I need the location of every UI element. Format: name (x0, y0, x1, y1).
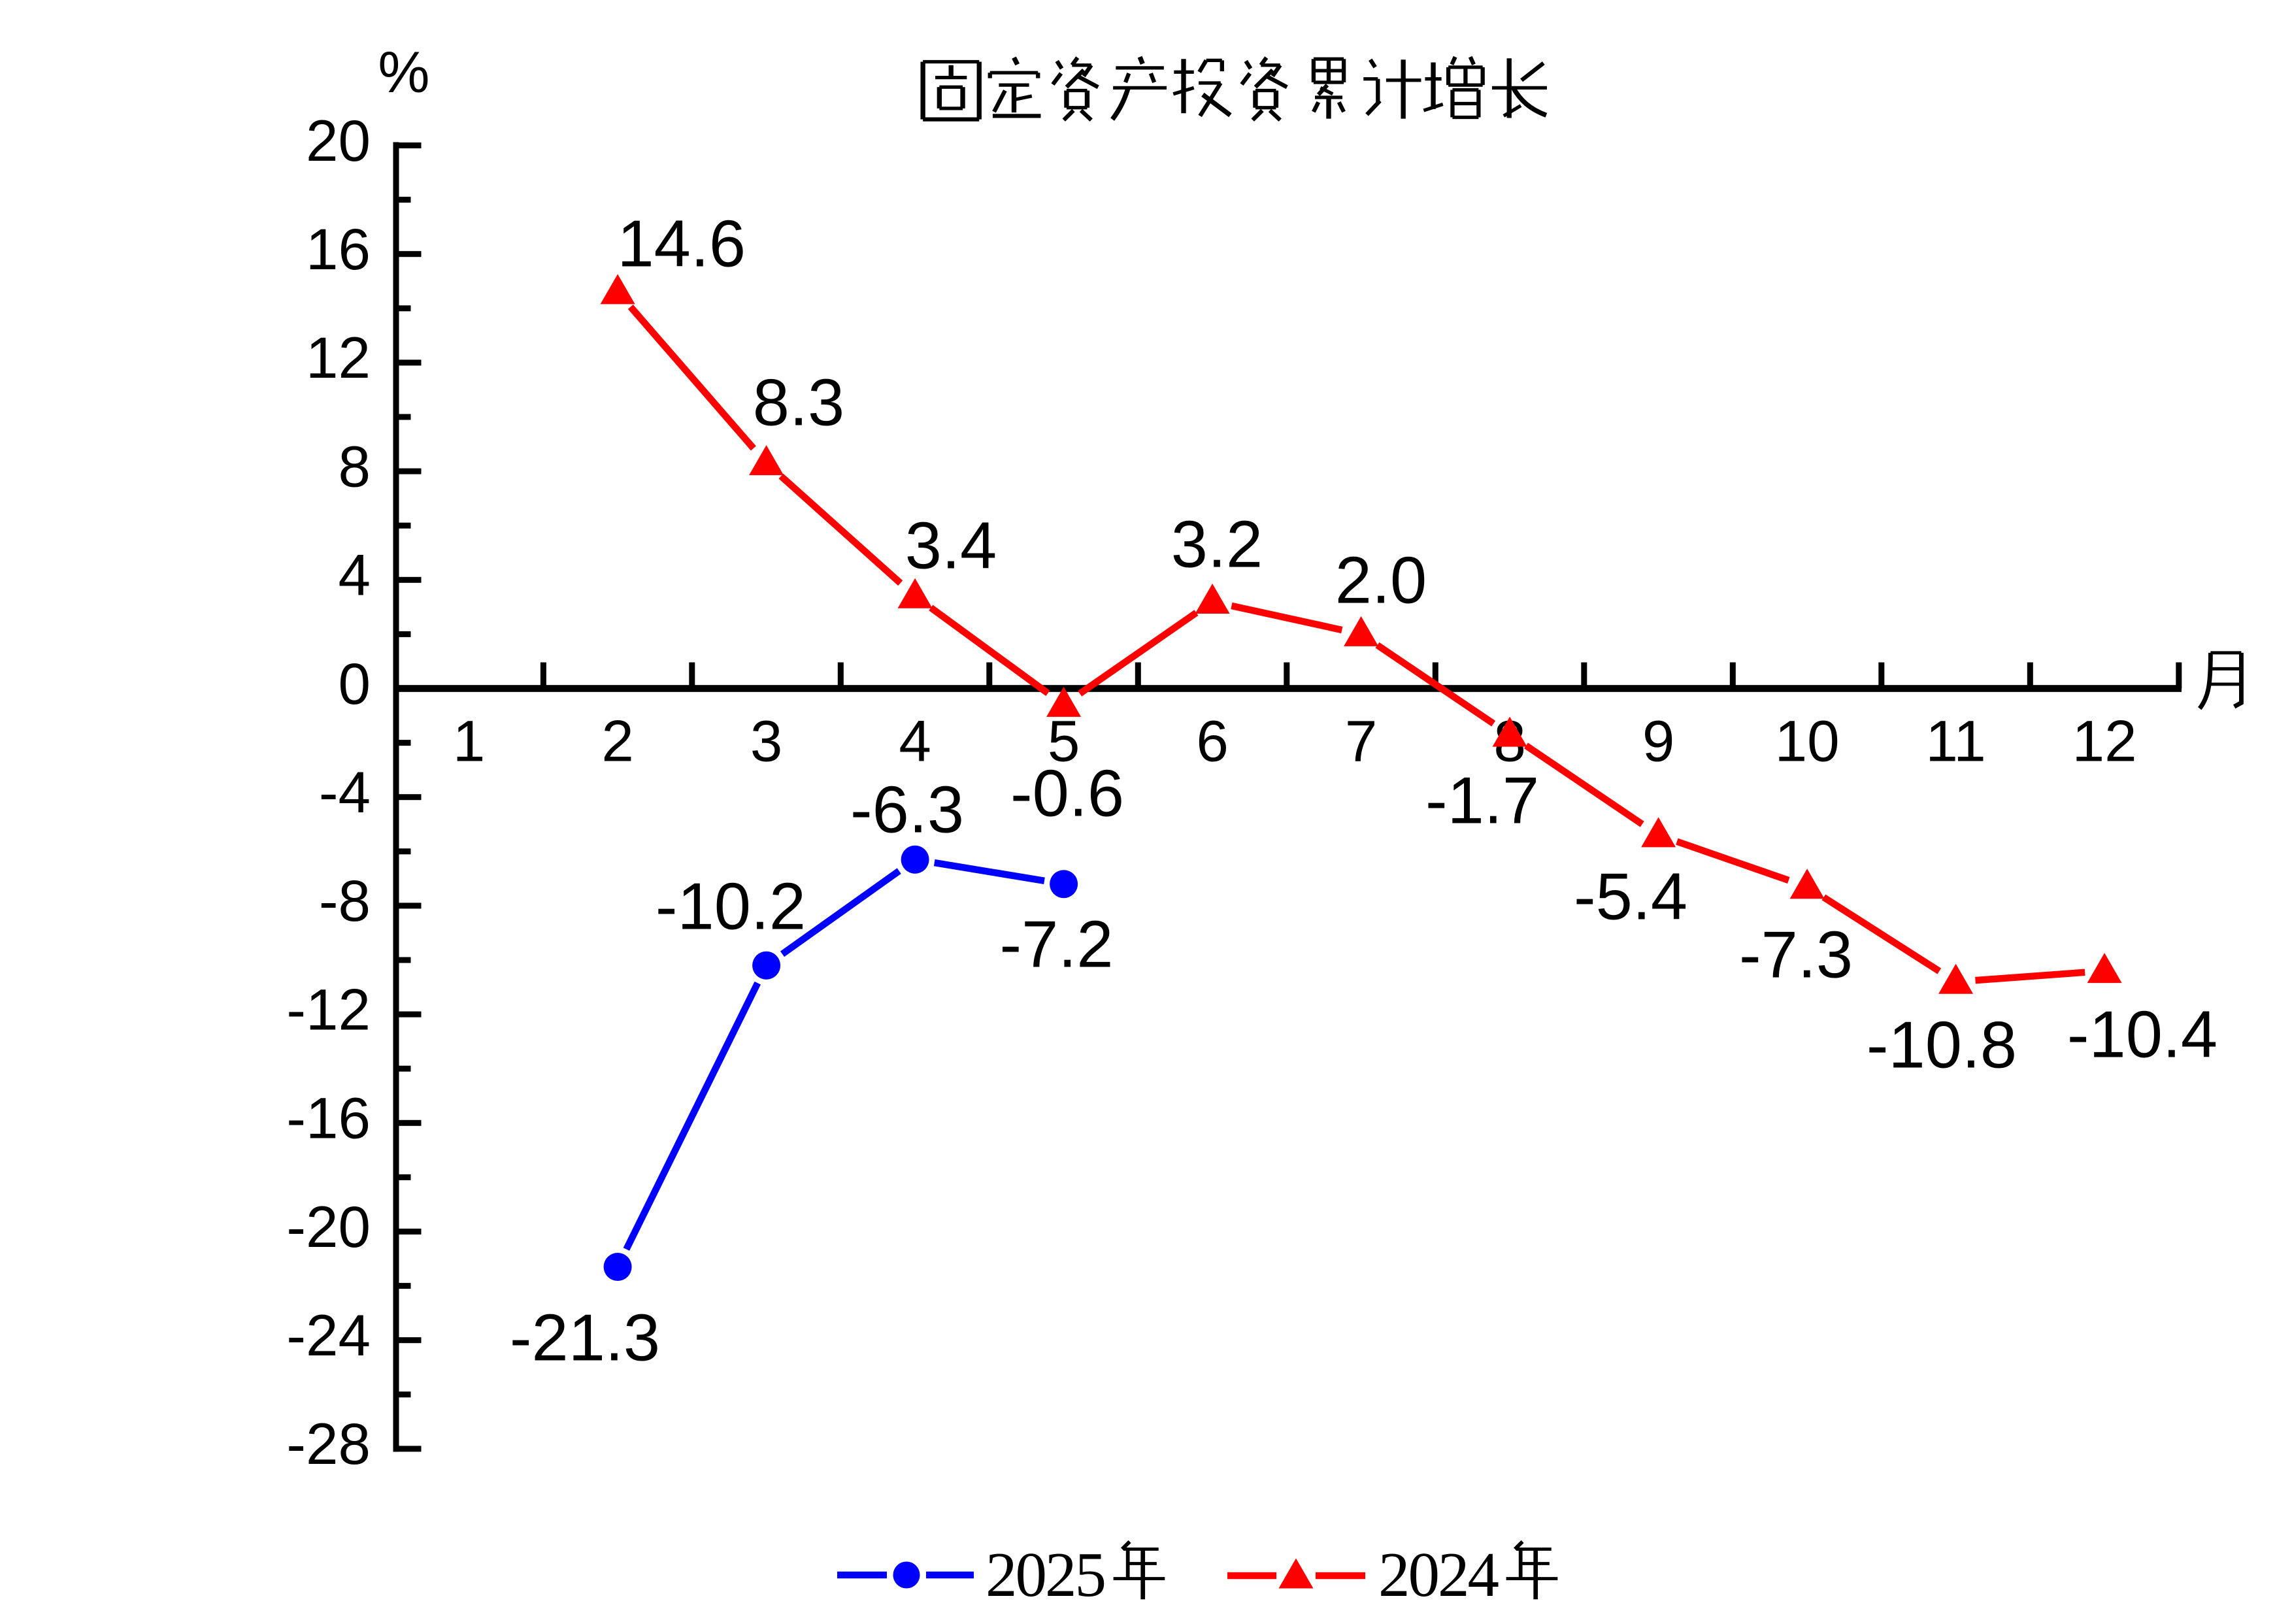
svg-text:5: 5 (1048, 708, 1080, 773)
svg-text:2025: 2025 (986, 1540, 1104, 1610)
svg-text:-21.3: -21.3 (510, 1302, 660, 1375)
svg-text:-1.7: -1.7 (1425, 765, 1539, 838)
svg-text:8.3: 8.3 (753, 367, 844, 440)
svg-text:-7.2: -7.2 (999, 908, 1113, 982)
svg-text:1: 1 (453, 708, 486, 773)
svg-text:-7.3: -7.3 (1739, 919, 1853, 992)
svg-text:4: 4 (899, 708, 931, 773)
svg-text:7: 7 (1345, 708, 1378, 773)
svg-text:11: 11 (1925, 708, 1985, 773)
svg-text:-5.4: -5.4 (1574, 861, 1687, 934)
svg-text:-0.6: -0.6 (1010, 757, 1124, 831)
svg-text:8: 8 (339, 433, 371, 499)
svg-text:2.0: 2.0 (1335, 544, 1427, 618)
svg-text:-8: -8 (319, 868, 371, 933)
svg-text:-28: -28 (286, 1411, 371, 1476)
svg-text:14.6: 14.6 (618, 207, 746, 280)
svg-text:-10.8: -10.8 (1867, 1009, 2017, 1082)
svg-text:2024: 2024 (1378, 1540, 1499, 1610)
svg-text:-20: -20 (286, 1194, 371, 1259)
svg-text:2: 2 (601, 708, 634, 773)
svg-text:4: 4 (339, 542, 371, 608)
svg-text:6: 6 (1196, 708, 1229, 773)
svg-text:-10.2: -10.2 (656, 870, 806, 944)
svg-text:20: 20 (306, 108, 371, 173)
svg-text:10: 10 (1775, 708, 1840, 773)
svg-text:3.4: 3.4 (905, 510, 997, 583)
svg-text:12: 12 (2072, 708, 2137, 773)
svg-text:%: % (378, 39, 429, 105)
svg-text:9: 9 (1642, 708, 1675, 773)
svg-text:3: 3 (750, 708, 783, 773)
svg-text:3.2: 3.2 (1171, 508, 1263, 582)
svg-text:-16: -16 (286, 1085, 371, 1151)
svg-text:-4: -4 (319, 759, 371, 825)
svg-text:-24: -24 (286, 1302, 371, 1368)
svg-text:-10.4: -10.4 (2067, 999, 2217, 1072)
svg-text:12: 12 (306, 325, 371, 390)
svg-text:-12: -12 (286, 976, 371, 1042)
svg-text:0: 0 (339, 651, 371, 716)
svg-text:16: 16 (306, 216, 371, 282)
svg-text:-6.3: -6.3 (850, 774, 964, 847)
